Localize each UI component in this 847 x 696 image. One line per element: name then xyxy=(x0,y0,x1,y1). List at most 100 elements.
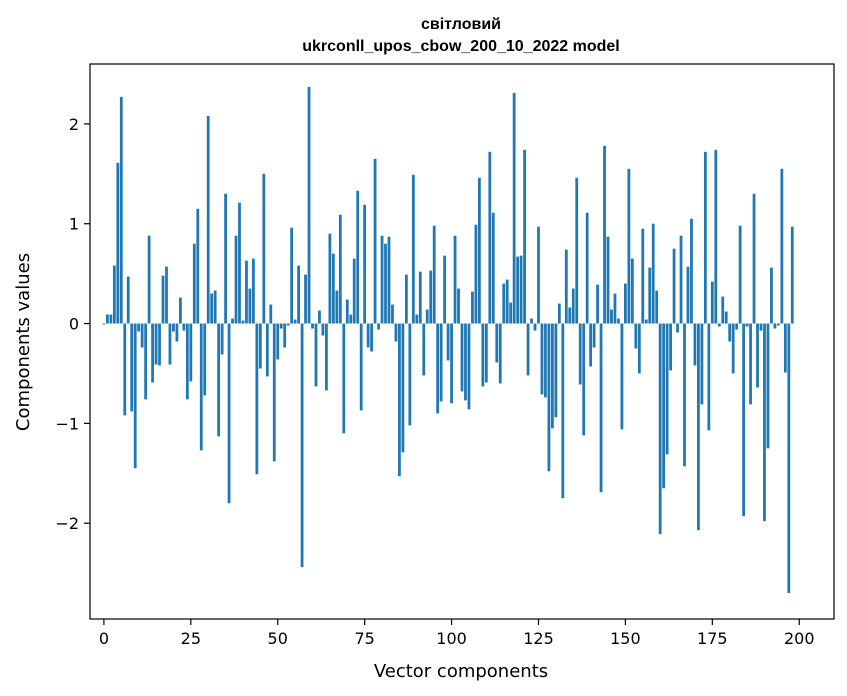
bar-5 xyxy=(119,96,123,324)
bar-44 xyxy=(255,323,259,475)
bar-144 xyxy=(603,145,606,324)
bar-170 xyxy=(693,323,697,366)
bar-139 xyxy=(585,212,589,324)
bar-116 xyxy=(505,279,509,324)
bar-14 xyxy=(151,323,154,383)
bar-22 xyxy=(179,297,182,324)
bar-153 xyxy=(634,323,638,349)
bar-171 xyxy=(697,323,700,531)
bar-175 xyxy=(710,281,714,324)
bar-195 xyxy=(780,168,784,324)
bar-20 xyxy=(172,323,175,332)
bar-146 xyxy=(610,309,613,324)
bar-77 xyxy=(370,323,373,352)
bar-105 xyxy=(467,323,471,410)
bar-123 xyxy=(530,318,533,324)
bar-156 xyxy=(644,319,648,324)
bar-42 xyxy=(248,288,252,324)
bar-34 xyxy=(220,323,224,355)
bar-181 xyxy=(731,323,735,374)
y-tick-label: 0 xyxy=(69,315,79,334)
bar-68 xyxy=(338,214,342,324)
bar-102 xyxy=(457,288,460,324)
bar-131 xyxy=(557,303,561,324)
bar-126 xyxy=(540,323,544,395)
bar-78 xyxy=(373,158,377,324)
bar-160 xyxy=(658,323,662,535)
bar-142 xyxy=(596,284,599,324)
bar-112 xyxy=(491,212,495,324)
bar-29 xyxy=(203,323,207,396)
bar-148 xyxy=(617,318,620,324)
bar-183 xyxy=(738,225,742,324)
bar-191 xyxy=(766,323,770,449)
bar-45 xyxy=(258,323,262,369)
bar-61 xyxy=(314,323,318,387)
bar-71 xyxy=(349,314,353,324)
bar-28 xyxy=(199,323,203,451)
bar-177 xyxy=(717,323,721,327)
bar-48 xyxy=(269,304,273,324)
bar-31 xyxy=(210,293,214,324)
bar-93 xyxy=(425,309,429,324)
bar-122 xyxy=(526,323,530,376)
bar-19 xyxy=(168,323,172,365)
bar-165 xyxy=(676,323,679,333)
bar-167 xyxy=(683,323,686,467)
bar-70 xyxy=(345,299,349,324)
x-tick-label: 100 xyxy=(436,629,467,648)
bar-38 xyxy=(234,235,238,324)
bar-157 xyxy=(648,267,652,324)
x-tick-label: 125 xyxy=(523,629,554,648)
bar-173 xyxy=(703,151,707,324)
bar-11 xyxy=(140,323,144,348)
bar-166 xyxy=(679,235,683,324)
bar-52 xyxy=(283,323,287,348)
bar-149 xyxy=(620,323,624,430)
x-tick-label: 50 xyxy=(268,629,288,648)
bar-100 xyxy=(450,323,453,404)
bar-10 xyxy=(137,323,141,332)
bar-24 xyxy=(185,323,189,400)
x-tick-label: 0 xyxy=(99,629,109,648)
y-axis-label: Components values xyxy=(13,253,34,431)
bar-56 xyxy=(297,265,300,324)
bar-124 xyxy=(533,323,537,331)
bar-54 xyxy=(290,227,294,324)
bar-190 xyxy=(763,323,766,522)
bar-107 xyxy=(474,224,478,324)
bar-15 xyxy=(154,323,158,365)
bar-35 xyxy=(224,193,227,324)
bar-114 xyxy=(498,323,502,384)
chart-subtitle: ukrconll_upos_cbow_200_10_2022 model xyxy=(302,38,619,55)
bar-1 xyxy=(105,314,109,324)
bar-117 xyxy=(509,302,513,324)
bar-140 xyxy=(589,323,593,367)
bar-37 xyxy=(231,318,234,324)
x-tick-label: 25 xyxy=(181,629,201,648)
bar-33 xyxy=(217,323,221,437)
bar-23 xyxy=(182,323,186,331)
bar-39 xyxy=(238,202,241,324)
bar-151 xyxy=(627,168,631,324)
bar-99 xyxy=(446,323,450,361)
bar-87 xyxy=(404,274,408,324)
bar-158 xyxy=(651,223,655,324)
x-tick-label: 75 xyxy=(354,629,374,648)
bar-150 xyxy=(624,283,627,324)
y-tick-label: 1 xyxy=(69,215,79,234)
bar-90 xyxy=(415,314,419,324)
bar-58 xyxy=(304,274,307,324)
bar-91 xyxy=(418,271,422,324)
bar-66 xyxy=(331,253,335,324)
bar-129 xyxy=(551,323,554,429)
bar-25 xyxy=(189,323,193,382)
bar-136 xyxy=(575,177,579,324)
bar-164 xyxy=(672,248,676,324)
bar-145 xyxy=(606,236,610,324)
bar-115 xyxy=(502,283,506,324)
bar-67 xyxy=(335,290,339,324)
bar-49 xyxy=(272,323,276,462)
bar-83 xyxy=(391,304,394,324)
bar-193 xyxy=(773,323,777,329)
